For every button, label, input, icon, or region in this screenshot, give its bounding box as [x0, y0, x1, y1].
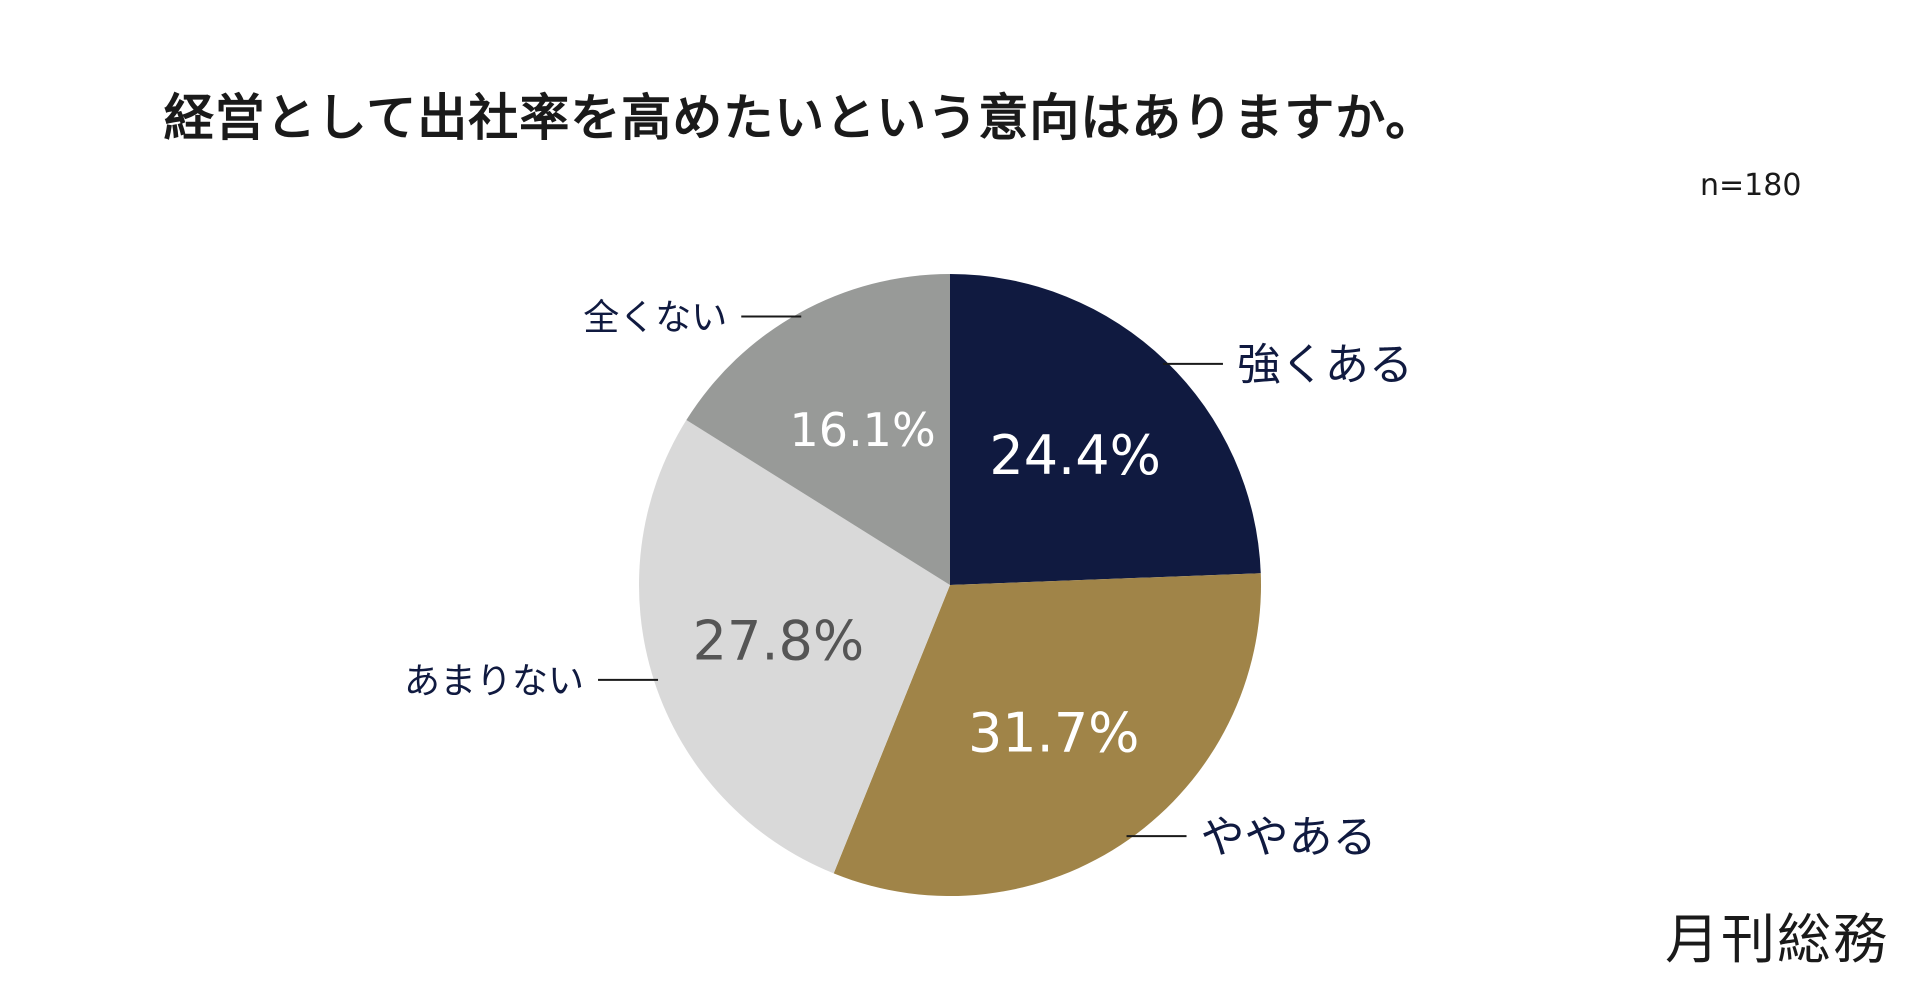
pie-category-label-4: 全くない: [583, 297, 727, 338]
pie-slice-1: [950, 274, 1261, 585]
pie-category-label-1: 強くある: [1237, 340, 1413, 391]
chart-title: 経営として出社率を高めたいという意向はありますか。: [163, 89, 1437, 147]
pie-category-label-3: あまりない: [404, 661, 584, 702]
pie-value-label-1: 24.4%: [989, 424, 1161, 487]
pie-value-label-2: 31.7%: [968, 701, 1140, 764]
brand-logo: 月刊総務: [1665, 908, 1889, 971]
pie-slice-4: [686, 274, 950, 585]
pie-leader-lines: [598, 315, 1223, 838]
sample-size-note: n=180: [1700, 168, 1802, 203]
pie-category-label-2: ややある: [1201, 812, 1377, 863]
pie-value-label-3: 27.8%: [693, 610, 865, 673]
pie-value-label-4: 16.1%: [790, 403, 936, 457]
pie-slice-2: [833, 573, 1261, 896]
pie-slice-3: [639, 420, 950, 874]
pie-value-labels: 24.4% 31.7% 27.8% 16.1%: [693, 403, 1161, 764]
pie-slices: [639, 274, 1261, 896]
